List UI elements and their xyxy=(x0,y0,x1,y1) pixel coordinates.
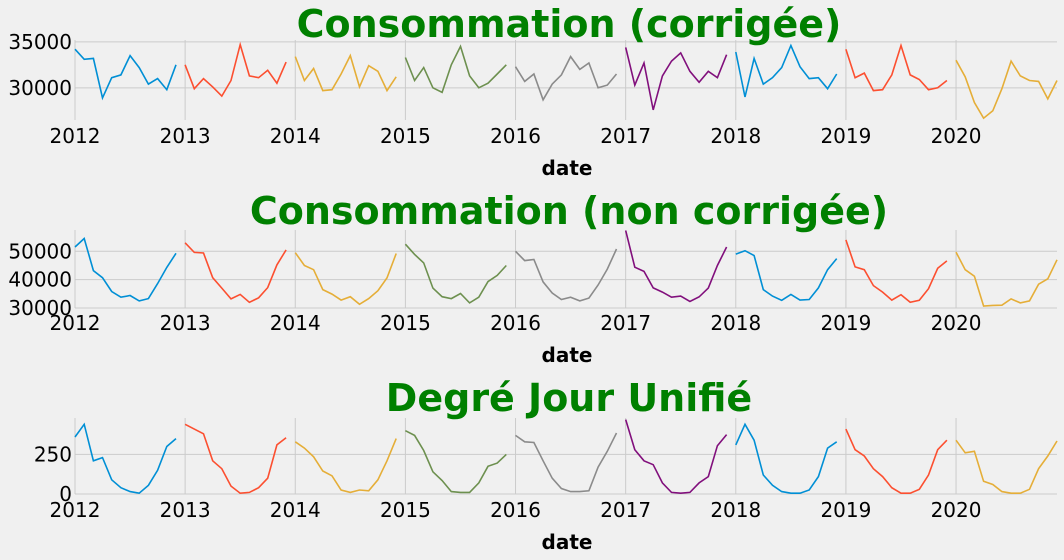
chart-title: Consommation (corrigée) xyxy=(297,2,842,46)
y-tick-label: 30000 xyxy=(8,76,72,100)
x-tick-label: 2018 xyxy=(710,311,761,335)
series-line-2017 xyxy=(624,419,728,495)
series-line-2018 xyxy=(735,249,838,302)
x-tick-label: 2014 xyxy=(270,498,321,522)
series-line-2013 xyxy=(184,41,287,98)
y-tick-label: 0 xyxy=(59,482,72,506)
x-tick-label: 2012 xyxy=(50,311,101,335)
y-tick-label: 250 xyxy=(34,442,72,466)
series-line-2015 xyxy=(404,44,507,94)
chart-title: Degré Jour Unifié xyxy=(386,376,752,420)
x-tick-label: 2013 xyxy=(160,124,211,148)
series-line-2020 xyxy=(955,439,1058,495)
x-tick-label: 2020 xyxy=(931,124,982,148)
series-line-2017 xyxy=(624,230,728,303)
series-line-2018 xyxy=(735,422,838,495)
series-line-2015 xyxy=(404,243,507,304)
x-tick-label: 2015 xyxy=(380,498,431,522)
chart-panel-3: 2012 2013 2014 2015 2016 2017 2018 2019 2020 0 250… xyxy=(34,376,1058,554)
series-line-2018 xyxy=(735,43,838,98)
series-line-2016 xyxy=(515,432,618,493)
series-line-2020 xyxy=(955,251,1058,307)
x-tick-label: 2013 xyxy=(160,311,211,335)
series-line-2014 xyxy=(294,438,397,494)
x-tick-label: 2013 xyxy=(160,498,211,522)
x-tick-label: 2015 xyxy=(380,311,431,335)
series-line-2012 xyxy=(74,422,177,495)
x-tick-label: 2017 xyxy=(600,498,651,522)
series-line-2014 xyxy=(294,53,397,93)
series-line-2019 xyxy=(845,239,948,304)
x-axis-label: date xyxy=(542,156,593,180)
x-tick-label: 2014 xyxy=(270,124,321,148)
y-tick-label: 50000 xyxy=(8,239,72,263)
x-axis-label: date xyxy=(542,530,593,554)
x-tick-label: 2019 xyxy=(820,498,871,522)
series-line-2012 xyxy=(74,48,177,101)
x-tick-label: 2016 xyxy=(490,498,541,522)
x-tick-label: 2018 xyxy=(710,498,761,522)
series-line-2013 xyxy=(184,423,287,495)
x-tick-label: 2018 xyxy=(710,124,761,148)
x-tick-label: 2017 xyxy=(600,311,651,335)
y-tick-label: 30000 xyxy=(8,296,72,320)
x-tick-label: 2015 xyxy=(380,124,431,148)
x-tick-label: 2012 xyxy=(50,124,101,148)
series-line-2017 xyxy=(624,47,728,111)
series-line-2016 xyxy=(514,248,618,302)
series-line-2014 xyxy=(294,252,397,306)
chart-panel-1: 2012 2013 2014 2015 2016 2017 2018 2019 2020 3000… xyxy=(8,2,1058,180)
x-tick-label: 2019 xyxy=(820,124,871,148)
x-axis-label: date xyxy=(542,343,593,367)
x-tick-label: 2020 xyxy=(931,311,982,335)
series-line-2019 xyxy=(845,42,948,92)
series-line-2013 xyxy=(184,242,287,304)
x-tick-label: 2012 xyxy=(50,498,101,522)
x-tick-label: 2019 xyxy=(820,311,871,335)
x-tick-label: 2017 xyxy=(600,124,651,148)
x-tick-label: 2020 xyxy=(931,498,982,522)
x-tick-label: 2014 xyxy=(270,311,321,335)
series-line-2020 xyxy=(955,59,1058,120)
series-line-2015 xyxy=(405,429,507,494)
series-line-2012 xyxy=(74,237,177,302)
y-tick-label: 35000 xyxy=(8,30,72,54)
chart-title: Consommation (non corrigée) xyxy=(250,189,888,233)
y-tick-label: 40000 xyxy=(8,268,72,292)
series-line-2019 xyxy=(845,428,948,495)
chart-panel-2: 2012 2013 2014 2015 2016 2017 2018 2019 2020 3000… xyxy=(8,189,1058,367)
x-tick-label: 2016 xyxy=(490,124,541,148)
series-line-2016 xyxy=(514,55,618,102)
x-tick-label: 2016 xyxy=(490,311,541,335)
